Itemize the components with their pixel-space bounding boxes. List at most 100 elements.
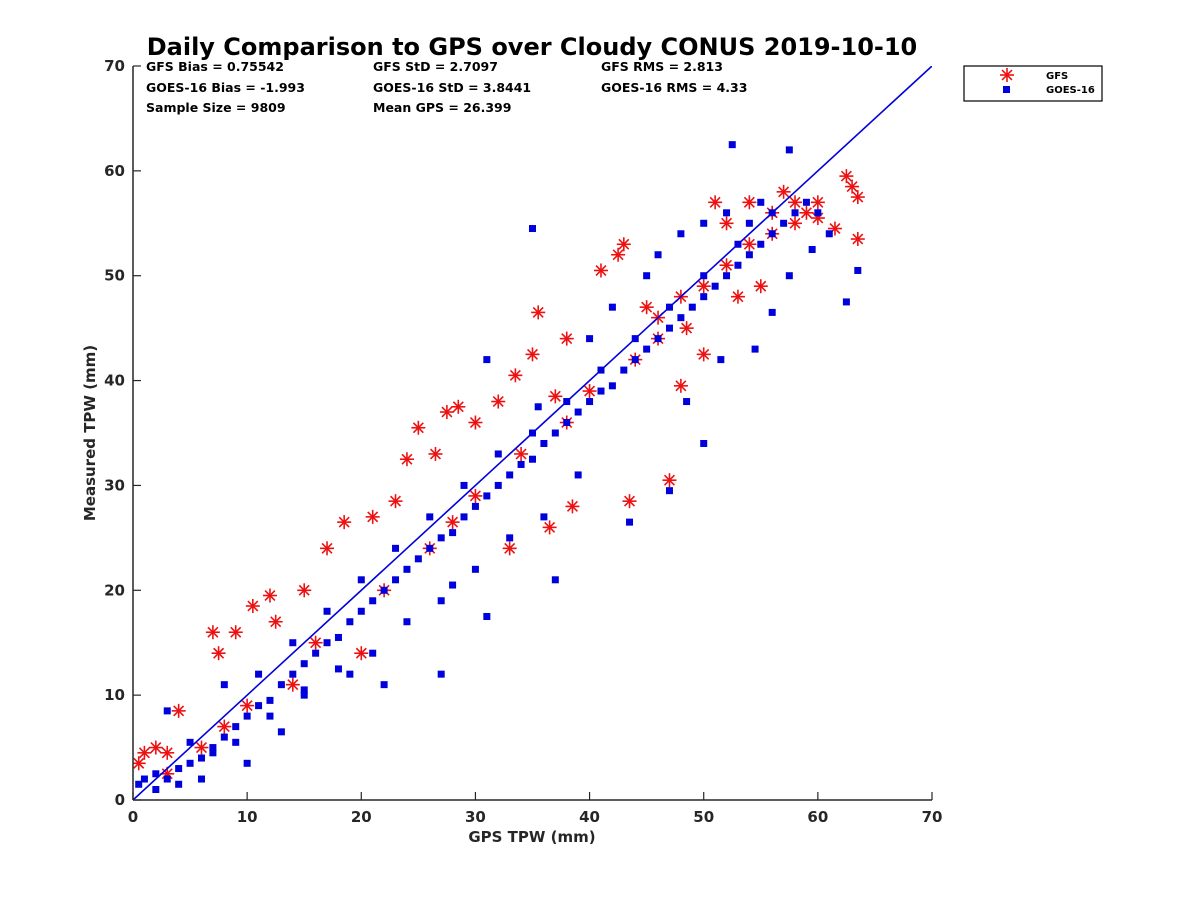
stat-goes-bias: GOES-16 Bias = -1.993: [146, 80, 305, 95]
y-tick-label: 10: [104, 686, 125, 704]
goes16-point: [643, 272, 651, 280]
gfs-point: [542, 520, 557, 535]
gfs-point: [285, 677, 300, 692]
gfs-point: [502, 541, 517, 556]
gfs-point: [268, 614, 283, 629]
goes16-point: [312, 649, 320, 657]
goes16-point: [449, 529, 457, 537]
goes16-point: [266, 696, 274, 704]
chart-title: Daily Comparison to GPS over Cloudy CONU…: [147, 33, 918, 61]
goes16-point: [620, 366, 628, 374]
goes16-point: [597, 387, 605, 395]
goes16-point: [626, 518, 634, 526]
goes16-point: [426, 544, 434, 552]
gfs-point: [616, 237, 631, 252]
goes16-point: [152, 770, 160, 778]
goes16-point: [540, 439, 548, 447]
goes16-point: [643, 345, 651, 353]
goes16-point: [277, 728, 285, 736]
gfs-point: [799, 205, 814, 220]
goes16-point: [808, 246, 816, 253]
goes16-point: [768, 308, 776, 316]
goes16-point: [494, 450, 502, 458]
goes16-point: [277, 681, 285, 689]
gfs-point: [679, 321, 694, 336]
goes16-point: [255, 702, 263, 710]
gfs-point: [388, 494, 403, 509]
goes16-point: [802, 198, 810, 206]
gfs-point: [308, 635, 323, 650]
goes16-point: [175, 780, 183, 788]
goes16-point: [232, 738, 240, 746]
gfs-point: [850, 232, 865, 247]
goes16-point: [289, 639, 297, 647]
gfs-point: [354, 646, 369, 661]
goes16-point: [152, 786, 160, 794]
goes16-point: [140, 775, 148, 783]
gfs-point: [611, 247, 626, 262]
goes16-point: [785, 272, 793, 280]
gfs-point: [160, 745, 175, 760]
gfs-point: [217, 719, 232, 734]
gfs-point: [810, 195, 825, 210]
goes16-point: [608, 303, 616, 311]
goes16-point: [471, 565, 479, 573]
goes16-point: [654, 335, 662, 343]
goes16-point: [734, 261, 742, 269]
goes16-point: [357, 576, 365, 584]
goes16-point: [392, 544, 400, 552]
legend-gfs-label: GFS: [1046, 71, 1068, 82]
goes16-point: [677, 314, 685, 322]
goes16-point: [289, 670, 297, 678]
gfs-point: [451, 399, 466, 414]
gfs-point: [696, 347, 711, 362]
stat-sample-size: Sample Size = 9809: [146, 100, 286, 115]
gfs-point: [548, 389, 563, 404]
goes16-point: [551, 576, 559, 584]
axes-layer: 0 10 20 30 40 50 60 70 0 10 20 30 40 50 60 70: [104, 57, 942, 826]
goes16-point: [517, 460, 525, 468]
goes16-point: [255, 670, 263, 678]
goes16-point: [677, 230, 685, 238]
legend-gfs-marker: [1000, 68, 1014, 82]
goes16-point: [700, 293, 708, 301]
goes16-point: [460, 481, 468, 489]
goes16-point: [825, 230, 833, 238]
goes16-point: [197, 775, 205, 783]
gfs-point: [428, 446, 443, 461]
gfs-point: [439, 405, 454, 420]
gfs-point: [468, 488, 483, 503]
goes16-point: [186, 738, 194, 746]
goes16-point: [380, 681, 388, 689]
x-tick-label: 50: [693, 808, 714, 826]
gfs-point: [582, 384, 597, 399]
goes16-point: [471, 502, 479, 510]
gfs-point: [194, 740, 209, 755]
stat-gfs-bias: GFS Bias = 0.75542: [146, 59, 284, 74]
goes16-point: [437, 534, 445, 542]
goes16-point: [574, 408, 582, 416]
goes16-point: [460, 513, 468, 521]
goes16-point: [243, 759, 251, 767]
gfs-point: [445, 515, 460, 530]
goes16-point: [723, 272, 731, 280]
gfs-point: [593, 263, 608, 278]
goes16-point: [380, 586, 388, 594]
gfs-point: [622, 494, 637, 509]
x-axis-label: GPS TPW (mm): [468, 828, 595, 846]
goes16-point: [745, 219, 753, 227]
gfs-point: [491, 394, 506, 409]
goes16-point: [357, 607, 365, 615]
x-tick-label: 30: [465, 808, 486, 826]
gfs-point: [148, 740, 163, 755]
x-tick-label: 20: [351, 808, 372, 826]
goes16-point: [551, 429, 559, 437]
goes16-point: [209, 749, 217, 757]
goes16-point: [266, 712, 274, 720]
goes16-point: [785, 146, 793, 154]
goes16-point: [534, 403, 542, 411]
goes16-point: [854, 266, 862, 274]
y-tick-label: 20: [104, 581, 125, 599]
x-tick-label: 40: [579, 808, 600, 826]
